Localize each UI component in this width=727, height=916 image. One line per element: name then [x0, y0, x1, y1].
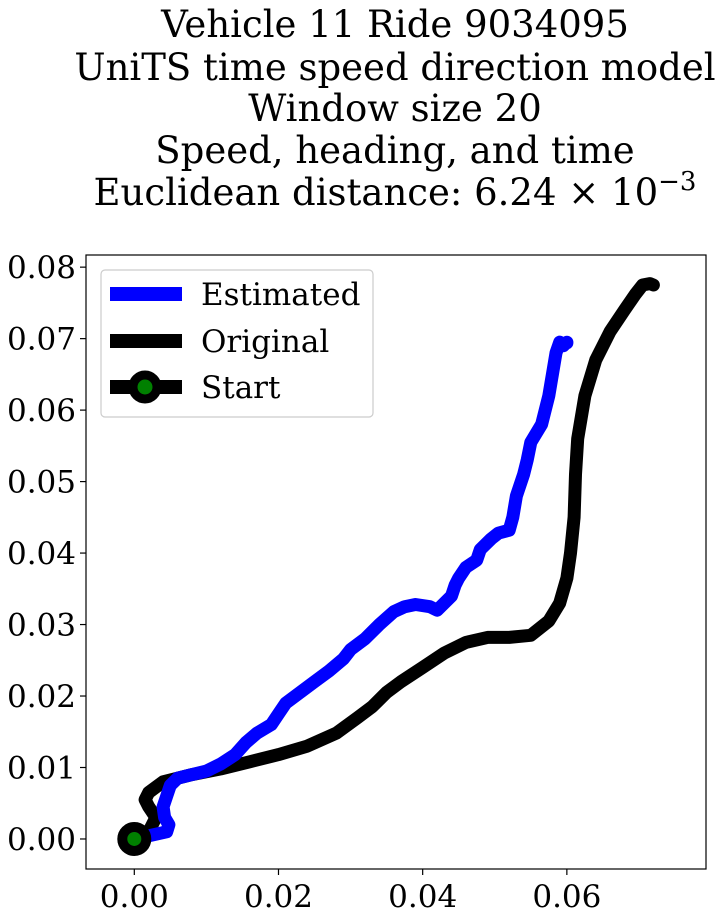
y-tick-label: 0.04 — [7, 536, 76, 572]
start-marker — [117, 821, 152, 856]
title-line-4: Speed, heading, and time — [155, 129, 634, 172]
x-tick-label: 0.06 — [532, 879, 601, 915]
title-line-1: Vehicle 11 Ride 9034095 — [160, 3, 629, 46]
title-line-2: UniTS time speed direction model — [74, 46, 715, 89]
legend-label-original: Original — [201, 324, 329, 360]
y-axis: 0.00 0.01 0.02 0.03 0.04 0.05 0.06 0.07 0.08 — [7, 250, 86, 858]
y-tick-label: 0.06 — [7, 393, 76, 429]
title-distance-text: Euclidean distance: 6.24 × 10 — [94, 171, 659, 214]
title-exponent: −3 — [658, 167, 696, 197]
y-tick-label: 0.01 — [7, 751, 76, 787]
x-tick-label: 0.04 — [388, 879, 457, 915]
y-tick-label: 0.05 — [7, 465, 76, 501]
series-line-estimated — [127, 335, 574, 846]
plot-frame — [85, 254, 707, 870]
title-line-3: Window size 20 — [248, 87, 542, 130]
title-line-5: Euclidean distance: 6.24 × 10−3 — [94, 167, 697, 214]
y-tick-label: 0.08 — [7, 250, 76, 286]
y-tick-label: 0.03 — [7, 608, 76, 644]
legend-label-start: Start — [201, 370, 281, 406]
x-axis: 0.00 0.02 0.04 0.06 — [100, 869, 601, 915]
y-tick-label: 0.00 — [7, 822, 76, 858]
y-tick-label: 0.07 — [7, 322, 76, 358]
x-tick-label: 0.00 — [100, 879, 169, 915]
legend-swatch-start-marker — [128, 370, 162, 404]
y-tick-label: 0.02 — [7, 679, 76, 715]
series-layer — [117, 277, 660, 856]
x-tick-label: 0.02 — [244, 879, 313, 915]
chart-title: Vehicle 11 Ride 9034095 UniTS time speed… — [74, 3, 715, 214]
legend-label-estimated: Estimated — [201, 277, 360, 313]
legend: Estimated Original Start — [100, 269, 374, 418]
